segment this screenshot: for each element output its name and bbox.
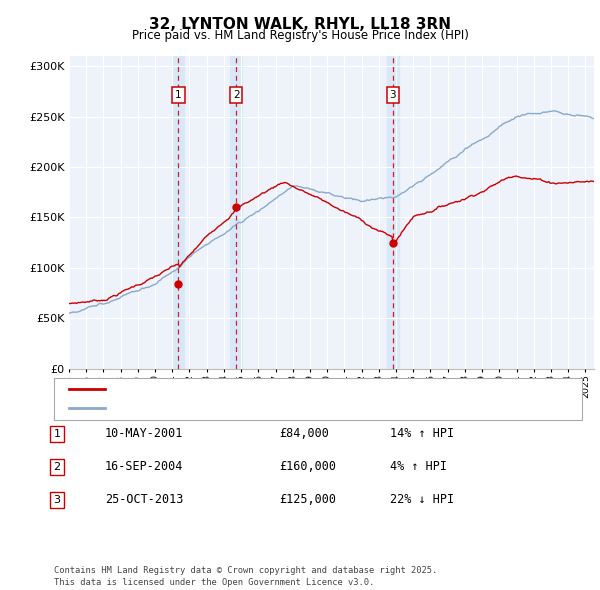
Text: 3: 3	[53, 495, 61, 504]
Text: Contains HM Land Registry data © Crown copyright and database right 2025.
This d: Contains HM Land Registry data © Crown c…	[54, 566, 437, 587]
Text: 32, LYNTON WALK, RHYL, LL18 3RN: 32, LYNTON WALK, RHYL, LL18 3RN	[149, 17, 451, 31]
Text: 1: 1	[53, 429, 61, 438]
Bar	[387, 56, 399, 369]
Text: £160,000: £160,000	[279, 460, 336, 473]
Text: 25-OCT-2013: 25-OCT-2013	[105, 493, 184, 506]
Text: 14% ↑ HPI: 14% ↑ HPI	[390, 427, 454, 440]
Text: Price paid vs. HM Land Registry's House Price Index (HPI): Price paid vs. HM Land Registry's House …	[131, 30, 469, 42]
Text: 3: 3	[389, 90, 396, 100]
Text: 10-MAY-2001: 10-MAY-2001	[105, 427, 184, 440]
Text: 2: 2	[233, 90, 239, 100]
Bar	[172, 56, 184, 369]
Text: HPI: Average price, detached house, Denbighshire: HPI: Average price, detached house, Denb…	[111, 403, 392, 413]
Text: £84,000: £84,000	[279, 427, 329, 440]
Text: 1: 1	[175, 90, 182, 100]
Bar	[230, 56, 242, 369]
Text: 22% ↓ HPI: 22% ↓ HPI	[390, 493, 454, 506]
Text: 32, LYNTON WALK, RHYL, LL18 3RN (detached house): 32, LYNTON WALK, RHYL, LL18 3RN (detache…	[111, 385, 409, 395]
Text: 4% ↑ HPI: 4% ↑ HPI	[390, 460, 447, 473]
Text: 2: 2	[53, 462, 61, 471]
Text: 16-SEP-2004: 16-SEP-2004	[105, 460, 184, 473]
Text: £125,000: £125,000	[279, 493, 336, 506]
